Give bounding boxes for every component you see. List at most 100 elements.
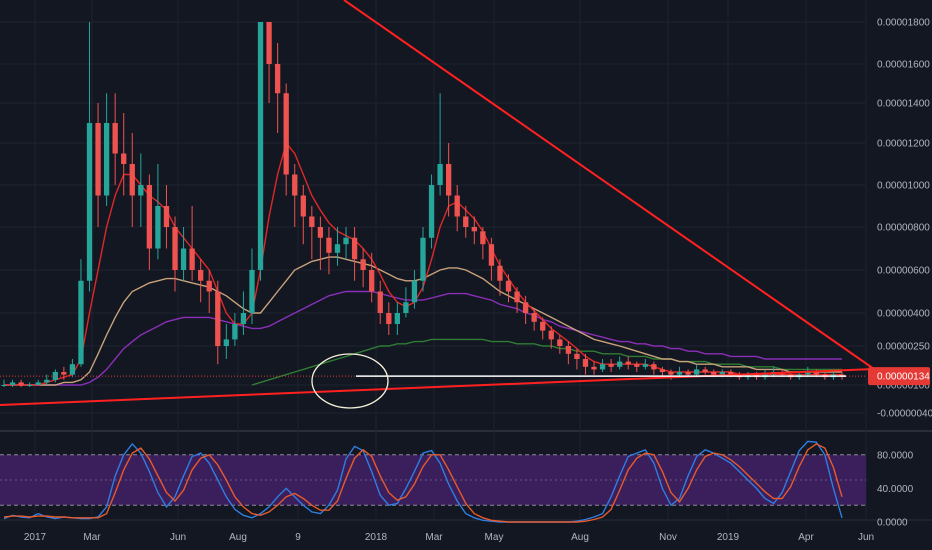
candle-body [138, 185, 144, 196]
candle-body [1, 385, 7, 386]
candle-body [317, 227, 324, 238]
candle-body [488, 244, 495, 266]
price-tick-label: 0.00000600 [877, 266, 930, 277]
candles [1, 22, 845, 387]
candle-body [334, 244, 341, 253]
candle-body [805, 372, 811, 375]
candle-body [240, 313, 247, 324]
candle-body [266, 22, 272, 64]
candle-body [69, 364, 76, 375]
oscillator-tick-label: 40.0000 [877, 484, 914, 495]
candle-body [813, 372, 819, 375]
candle-body [215, 291, 221, 346]
candle-body [95, 123, 101, 196]
candle-body [44, 379, 50, 383]
candle-body [189, 248, 195, 270]
candle-body [471, 227, 477, 232]
candle-body [411, 280, 418, 303]
candle-body [685, 372, 691, 375]
oscillator-tick-label: 80.0000 [877, 450, 914, 461]
candle-body [454, 195, 460, 217]
candle-body [292, 174, 298, 196]
time-tick-label: Aug [571, 532, 589, 543]
candle-body [591, 366, 597, 370]
candle-body [283, 93, 289, 175]
candle-body [540, 321, 546, 331]
candle-body [274, 64, 281, 94]
candle-body [548, 330, 554, 340]
candle-body [18, 382, 24, 385]
candle-body [9, 382, 16, 385]
candle-body [403, 302, 409, 313]
candle-body [52, 372, 58, 380]
candle-body [711, 372, 717, 375]
highlight-circle [311, 353, 389, 409]
time-tick-label: 2018 [365, 532, 388, 543]
candle-body [351, 237, 358, 260]
candle-body [257, 22, 264, 270]
candle-body [505, 280, 512, 292]
candle-body [693, 369, 700, 375]
candle-body [377, 291, 383, 313]
candle-body [386, 313, 392, 324]
ascending-trendline [0, 368, 875, 406]
time-tick-label: Mar [425, 532, 443, 543]
candle-body [121, 153, 127, 164]
candle-body [198, 270, 204, 281]
candle-body [728, 372, 734, 375]
candle-body [599, 364, 606, 370]
price-tick-label: 0.00001200 [877, 139, 930, 150]
price-tick-label: 0.00001600 [877, 60, 930, 71]
price-tick-label: 0.00000800 [877, 223, 930, 234]
candle-body [61, 372, 67, 375]
candle-body [249, 270, 255, 313]
candle-body [146, 185, 153, 249]
candle-body [446, 164, 452, 196]
time-tick-label: 2019 [717, 532, 740, 543]
candle-body [634, 364, 640, 367]
candle-body [155, 206, 161, 249]
candle-body [531, 313, 537, 322]
candle-body [180, 248, 187, 270]
candle-body [309, 216, 315, 227]
candle-body [497, 265, 503, 281]
candle-body [129, 164, 135, 196]
candle-body [719, 372, 725, 375]
candle-body [574, 353, 580, 359]
candle-body [112, 123, 118, 154]
candle-body [78, 280, 84, 365]
candle-body [702, 369, 708, 372]
candle-body [582, 359, 589, 367]
oscillator-lines [3, 440, 843, 523]
price-tick-label: 0.00001800 [877, 18, 930, 29]
candle-body [557, 339, 563, 346]
last-price-label: 0.00000134 [877, 372, 930, 383]
candle-body [463, 216, 469, 227]
candle-body [343, 237, 349, 245]
candle-body [514, 291, 520, 303]
candle-body [206, 280, 212, 292]
candle-body [300, 195, 306, 217]
annotations [0, 0, 875, 409]
candle-body [172, 227, 178, 270]
candle-body [522, 302, 529, 313]
candle-body [608, 364, 614, 367]
candle-body [326, 237, 332, 253]
axes: 0.00001800 0.00001600 0.00001400 0.00001200… [24, 18, 932, 544]
candle-body [625, 361, 631, 365]
candle-body [223, 339, 229, 346]
candle-body [617, 361, 623, 367]
price-tick-label: 0.00000400 [877, 309, 930, 320]
oscillator-d-line [3, 443, 843, 523]
price-tick-label: 0.00001000 [877, 181, 930, 192]
candle-body [437, 164, 443, 185]
candle-body [232, 324, 238, 340]
candle-body [676, 372, 683, 375]
candle-body [394, 313, 400, 324]
candle-body [86, 123, 93, 281]
price-tick-label: 0.00000100 [877, 381, 930, 392]
candle-body [369, 270, 375, 292]
time-tick-label: Nov [659, 532, 677, 543]
price-tick-label: 0.00001400 [877, 99, 930, 110]
